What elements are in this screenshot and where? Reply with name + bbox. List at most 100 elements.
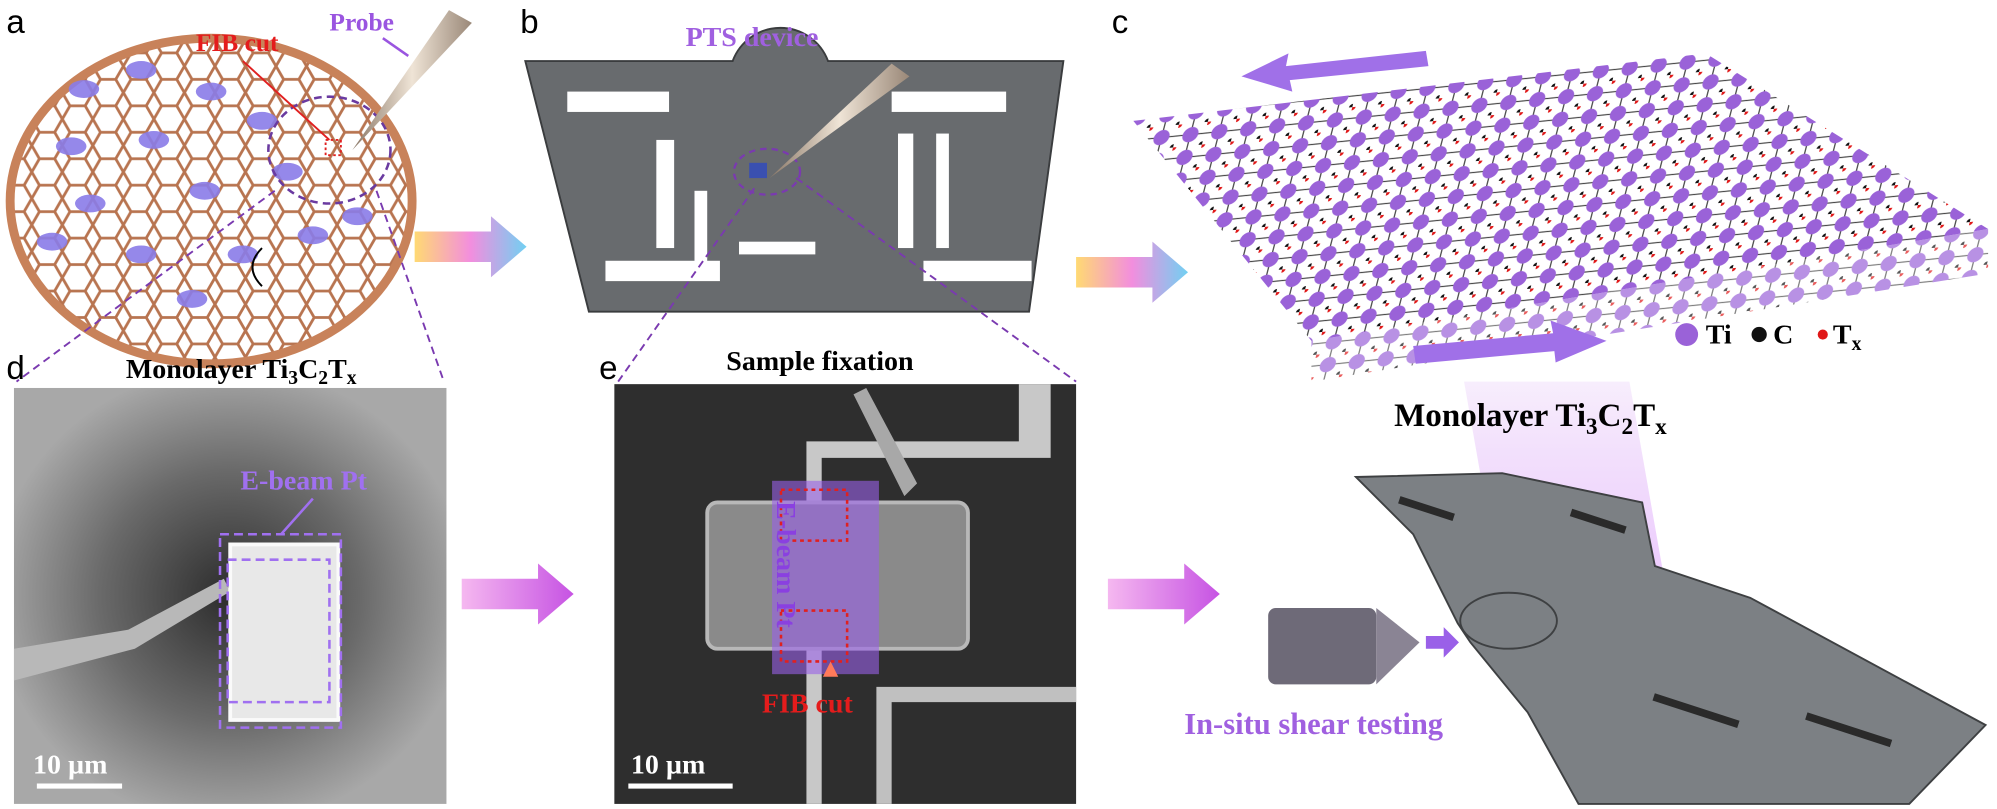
legend-text: C bbox=[1773, 319, 1793, 350]
ebeam-label: E-beam Pt bbox=[770, 501, 801, 628]
shape bbox=[567, 91, 670, 112]
panel-label: c bbox=[1112, 4, 1129, 41]
probe-label: Probe bbox=[329, 8, 394, 37]
legend-marker bbox=[1675, 323, 1699, 346]
shape bbox=[739, 241, 816, 255]
shape bbox=[656, 139, 675, 249]
push-plate bbox=[1459, 591, 1558, 650]
shape bbox=[246, 111, 278, 130]
text-part: Monolayer Ti bbox=[1394, 398, 1586, 434]
scale-label: 10 µm bbox=[33, 749, 107, 780]
zoom-line bbox=[795, 177, 1077, 383]
panel-e: e Sample fixation E-beam Pt FIB cut 10 µ… bbox=[599, 346, 1077, 804]
panel-label: e bbox=[599, 350, 617, 387]
shape bbox=[936, 133, 949, 249]
legend-marker bbox=[1751, 326, 1767, 343]
text-part: C bbox=[1598, 398, 1622, 434]
leader bbox=[251, 247, 263, 287]
zoom-circle bbox=[732, 147, 802, 196]
shape bbox=[342, 207, 373, 226]
text-part: x bbox=[1852, 334, 1862, 355]
indenter-tip bbox=[1376, 608, 1420, 685]
cut-box bbox=[779, 488, 849, 542]
text-part: 3 bbox=[1586, 414, 1598, 440]
panel-label: d bbox=[6, 350, 24, 387]
shear-label: In-situ shear testing bbox=[1184, 707, 1443, 741]
shear-setup: In-situ shear testing bbox=[1184, 472, 1988, 805]
cut-box bbox=[779, 609, 849, 663]
legend-text: Ti bbox=[1706, 319, 1732, 350]
text-part: 2 bbox=[318, 368, 328, 389]
ebeam-label: E-beam Pt bbox=[240, 466, 367, 497]
device-slots bbox=[567, 91, 1032, 282]
device-label: PTS device bbox=[686, 22, 819, 53]
shape bbox=[195, 82, 227, 101]
shape bbox=[189, 181, 221, 200]
shape bbox=[125, 61, 157, 79]
zoom-line bbox=[15, 190, 276, 383]
flakes bbox=[36, 61, 373, 308]
zoom-line bbox=[375, 190, 445, 382]
push-arrow bbox=[1425, 627, 1459, 658]
scale-label: 10 µm bbox=[631, 749, 705, 780]
shape bbox=[461, 563, 574, 625]
probe-tip bbox=[352, 10, 472, 151]
grid-membrane bbox=[5, 33, 417, 369]
deposition-strip bbox=[772, 480, 879, 675]
text-part: x bbox=[1655, 414, 1667, 440]
shape bbox=[125, 245, 157, 264]
shape bbox=[1652, 693, 1740, 729]
shape bbox=[227, 245, 259, 264]
cut-marker bbox=[822, 661, 839, 677]
shear-arrow bbox=[1413, 320, 1607, 364]
indenter bbox=[1268, 608, 1377, 685]
shape bbox=[75, 194, 106, 213]
probe-tip bbox=[769, 63, 910, 179]
panel-label: b bbox=[520, 4, 538, 41]
text-part: 2 bbox=[1622, 414, 1634, 440]
text-part: C bbox=[298, 354, 318, 385]
leader bbox=[280, 497, 314, 536]
shape bbox=[297, 226, 329, 245]
shape bbox=[605, 260, 720, 282]
text-part: T bbox=[1833, 319, 1852, 350]
leader bbox=[382, 37, 410, 58]
zoom-circle bbox=[267, 95, 392, 205]
text-part: T bbox=[1633, 398, 1655, 434]
shape bbox=[138, 131, 170, 149]
zoom-line bbox=[617, 187, 756, 383]
panel-d: d E-beam Pt 10 µm bbox=[6, 350, 447, 804]
material-label: Monolayer Ti3C2Tx bbox=[126, 354, 357, 389]
sample bbox=[749, 162, 767, 179]
shape bbox=[414, 216, 527, 278]
legend-text: Tx bbox=[1833, 319, 1862, 354]
shape bbox=[68, 80, 100, 98]
panel-a: a FIB cut Probe Monolayer Ti3C2Tx bbox=[5, 4, 472, 389]
shear-arrow bbox=[1241, 50, 1429, 92]
shape bbox=[272, 162, 303, 181]
material-label: Monolayer Ti3C2Tx bbox=[1394, 398, 1667, 440]
shape bbox=[923, 260, 1032, 282]
device-slots bbox=[1398, 496, 1893, 748]
text-part: 3 bbox=[288, 368, 298, 389]
shape bbox=[1569, 508, 1627, 534]
shape bbox=[891, 91, 1007, 112]
text-part: Monolayer Ti bbox=[126, 354, 289, 385]
fib-cut-label: FIB cut bbox=[196, 28, 279, 57]
shape bbox=[55, 137, 87, 156]
probe bbox=[13, 578, 231, 681]
shape bbox=[1076, 241, 1189, 303]
shape bbox=[898, 133, 914, 249]
fib-cut-label: FIB cut bbox=[762, 688, 854, 719]
panel-b: b PTS device bbox=[520, 4, 1077, 383]
sample bbox=[228, 542, 341, 722]
lattice bbox=[1133, 53, 1989, 341]
frame bbox=[806, 384, 1051, 804]
text-part: T bbox=[328, 354, 347, 385]
shape bbox=[36, 232, 68, 251]
flow-arrows bbox=[414, 216, 1220, 625]
text-part: x bbox=[347, 368, 357, 389]
shape bbox=[176, 290, 208, 308]
probe bbox=[853, 387, 918, 497]
